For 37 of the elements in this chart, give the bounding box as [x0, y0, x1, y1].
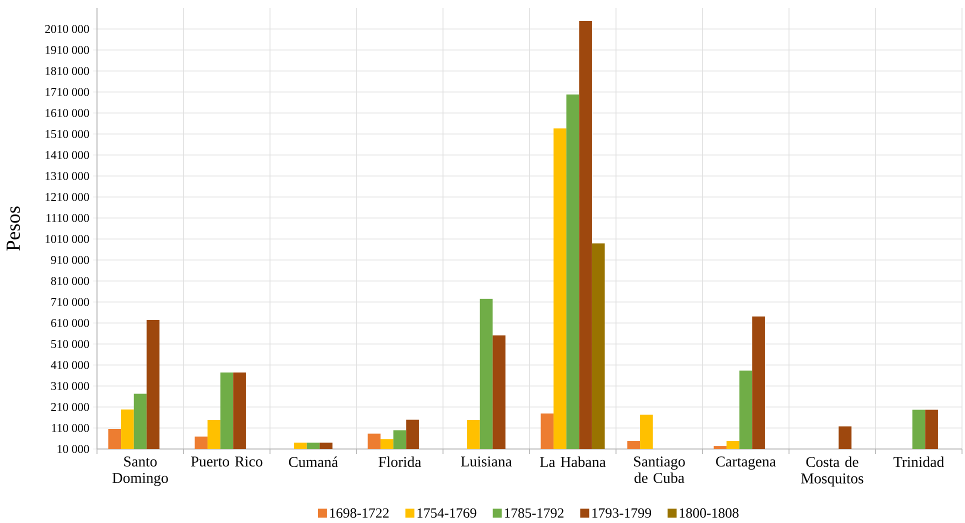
legend-label: 1785-1792 [505, 508, 564, 518]
y-tick-label: 1410 000 [46, 150, 90, 160]
legend-label: 1793-1799 [592, 508, 652, 518]
y-tick-label: 410 000 [50, 360, 90, 370]
y-axis-title: Pesos [6, 206, 20, 251]
y-tick-label: 710 000 [51, 298, 90, 306]
y-tick-label: 1610 000 [46, 108, 90, 118]
legend-label: 1800-1808 [680, 508, 739, 518]
y-tick-label: 910 000 [51, 256, 90, 264]
y-tick-label: 810 000 [51, 276, 90, 286]
y-tick-label: 310 000 [51, 382, 90, 390]
y-tick-label: 210 000 [51, 402, 90, 412]
y-tick-label: 1310 000 [46, 172, 90, 180]
x-tick-label: Santiago de Cuba [634, 456, 685, 483]
y-tick-label: 610 000 [51, 318, 90, 328]
y-tick-label: 1810 000 [46, 66, 90, 76]
y-tick-label: 1110 000 [46, 214, 90, 222]
y-tick-label: 2010 000 [45, 24, 90, 34]
y-tick-label: 10 000 [58, 444, 90, 454]
y-tick-label: 1910 000 [46, 46, 90, 54]
x-tick-label: Cumaná [288, 456, 338, 468]
x-tick-label: Puerto Rico [191, 456, 262, 467]
y-tick-label: 1510 000 [46, 130, 90, 138]
x-tick-label: Costa de Mosquitos [801, 456, 864, 487]
x-tick-label: La Habana [540, 456, 606, 468]
y-tick-label: 110 000 [52, 424, 90, 432]
y-tick-label: 1710 000 [46, 88, 90, 96]
x-tick-label: Cartagena [716, 456, 776, 470]
x-tick-label: Trinidad [894, 456, 944, 468]
y-tick-label: 1210 000 [46, 192, 90, 202]
x-tick-label: Luisiana [460, 456, 512, 467]
x-tick-label: Florida [378, 456, 422, 468]
y-tick-label: 510 000 [51, 340, 90, 348]
y-tick-label: 1010 000 [46, 234, 90, 244]
legend-label: 1754-1769 [418, 508, 476, 518]
legend-label: 1698-1722 [330, 508, 389, 518]
x-tick-label: Santo Domingo [112, 456, 168, 486]
